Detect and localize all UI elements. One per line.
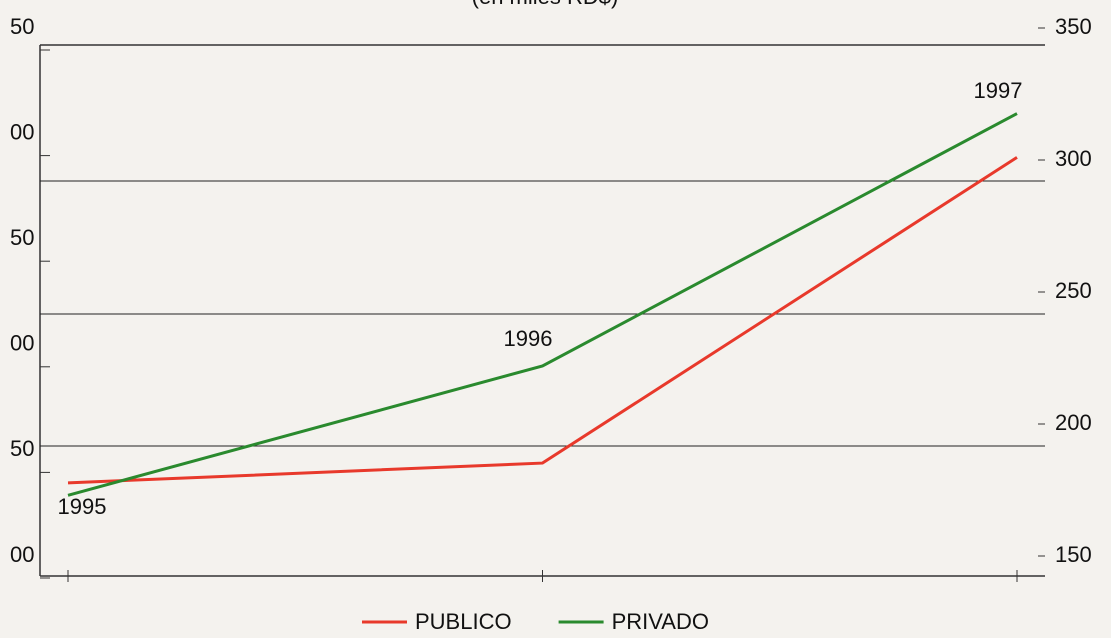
y-tick-label: 00 — [10, 542, 34, 567]
y-tick-label: 00 — [10, 331, 34, 356]
point-label: 1996 — [504, 326, 553, 351]
series-line — [67, 156, 1018, 485]
y2-tick-label: 200 — [1055, 410, 1092, 435]
legend-label: PRIVADO — [612, 609, 709, 634]
y2-tick-label: 350 — [1055, 14, 1092, 39]
y-tick-label: 50 — [10, 14, 34, 39]
chart-subtitle: (en miles RD$) — [472, 0, 619, 9]
point-label: 1995 — [58, 494, 107, 519]
y-tick-label: 50 — [10, 436, 34, 461]
y-tick-label: 00 — [10, 119, 34, 144]
y-tick-label: 50 — [10, 225, 34, 250]
series-line — [67, 112, 1018, 497]
legend-label: PUBLICO — [415, 609, 512, 634]
y2-tick-label: 250 — [1055, 278, 1092, 303]
point-label: 1997 — [974, 78, 1023, 103]
y2-tick-label: 300 — [1055, 146, 1092, 171]
y2-tick-label: 150 — [1055, 542, 1092, 567]
